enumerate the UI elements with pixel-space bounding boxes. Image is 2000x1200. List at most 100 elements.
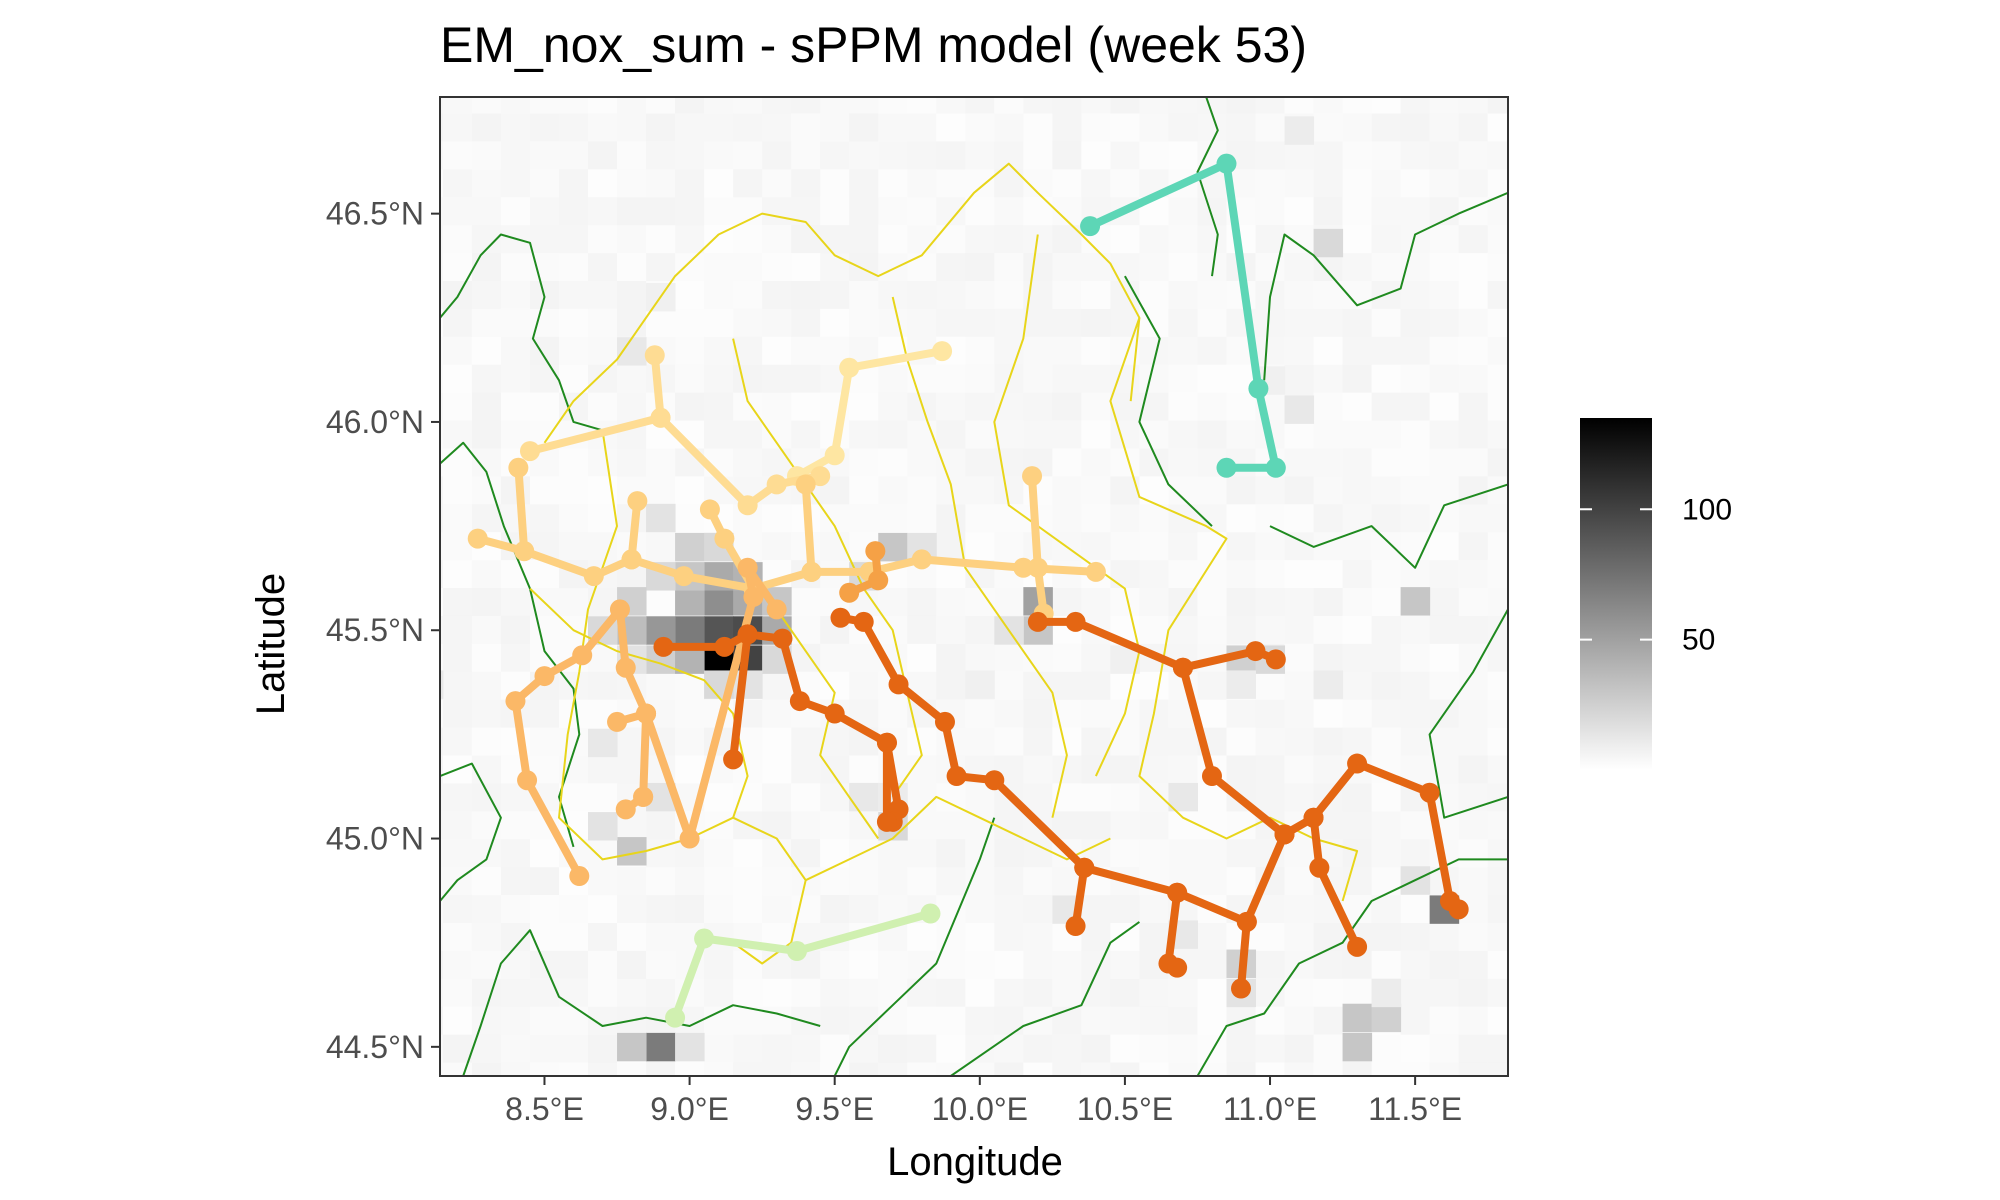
heatmap-base-cell <box>820 140 850 170</box>
heatmap-base-cell <box>1429 168 1460 198</box>
heatmap-base-cell <box>1197 503 1227 533</box>
heatmap-base-cell <box>1400 97 1431 114</box>
heatmap-base-cell <box>965 280 995 309</box>
heatmap-base-cell <box>1168 1034 1198 1063</box>
series-point <box>934 711 955 732</box>
heatmap-base-cell <box>994 475 1024 505</box>
heatmap-base-cell <box>1197 1034 1227 1063</box>
heatmap-base-cell <box>1400 475 1431 505</box>
heatmap-base-cell <box>1168 140 1198 170</box>
heatmap-base-cell <box>1458 224 1489 254</box>
heatmap-base-cell <box>440 615 444 644</box>
heatmap-base-cell <box>965 113 995 142</box>
heatmap-cell <box>588 728 618 758</box>
heatmap-base-cell <box>1110 224 1140 254</box>
heatmap-base-cell <box>1255 97 1286 114</box>
heatmap-base-cell <box>1023 782 1053 812</box>
heatmap-base-cell <box>704 1062 734 1076</box>
heatmap-base-cell <box>820 280 850 309</box>
heatmap-base-cell <box>1110 1006 1140 1035</box>
heatmap-base-cell <box>646 922 676 951</box>
heatmap-base-cell <box>1458 866 1489 896</box>
heatmap-base-cell <box>1371 336 1402 365</box>
heatmap-base-cell <box>471 671 502 700</box>
heatmap-base-cell <box>733 838 763 868</box>
heatmap-base-cell <box>1081 755 1111 784</box>
series-point <box>1027 557 1048 578</box>
heatmap-base-cell <box>675 308 705 337</box>
heatmap-base-cell <box>675 699 705 728</box>
heatmap-base-cell <box>558 140 589 170</box>
heatmap-base-cell <box>1255 978 1286 1007</box>
heatmap-base-cell <box>617 364 647 393</box>
heatmap-base-cell <box>704 950 734 979</box>
heatmap-base-cell <box>1052 392 1082 421</box>
y-tick-label: 45.0°N <box>326 821 424 857</box>
heatmap-base-cell <box>558 1062 589 1076</box>
heatmap-base-cell <box>1023 420 1053 449</box>
heatmap-base-cell <box>529 392 560 421</box>
heatmap-base-cell <box>994 950 1024 979</box>
heatmap-base-cell <box>936 866 966 896</box>
heatmap-base-cell <box>733 252 763 282</box>
y-tick-label: 46.5°N <box>326 196 424 232</box>
heatmap-base-cell <box>1197 1062 1227 1076</box>
heatmap-base-cell <box>1342 336 1373 365</box>
heatmap-base-cell <box>1313 559 1344 589</box>
heatmap-base-cell <box>1023 252 1053 282</box>
heatmap-base-cell <box>588 503 618 533</box>
heatmap-base-cell <box>994 699 1024 728</box>
series-point <box>1167 957 1188 978</box>
heatmap-base-cell <box>646 196 676 226</box>
heatmap-base-cell <box>1371 168 1402 198</box>
heatmap-base-cell <box>762 671 792 700</box>
heatmap-base-cell <box>1429 392 1460 421</box>
heatmap-base-cell <box>1313 140 1344 170</box>
heatmap-base-cell <box>1052 727 1082 756</box>
heatmap-base-cell <box>675 252 705 282</box>
heatmap-base-cell <box>704 1034 734 1063</box>
heatmap-base-cell <box>1023 894 1053 923</box>
heatmap-base-cell <box>936 894 966 923</box>
heatmap-base-cell <box>1429 364 1460 393</box>
heatmap-base-cell <box>646 950 676 979</box>
heatmap-base-cell <box>646 810 676 840</box>
heatmap-base-cell <box>849 894 879 923</box>
heatmap-base-cell <box>1313 392 1344 421</box>
heatmap-base-cell <box>675 224 705 254</box>
heatmap-base-cell <box>1052 336 1082 365</box>
series-point <box>1265 457 1286 478</box>
heatmap-base-cell <box>558 978 589 1007</box>
heatmap-base-cell <box>965 97 995 114</box>
heatmap-base-cell <box>994 978 1024 1007</box>
heatmap-base-cell <box>1429 950 1460 979</box>
heatmap-base-cell <box>907 1006 937 1035</box>
heatmap-base-cell <box>1313 1062 1344 1076</box>
heatmap-base-cell <box>994 1062 1024 1076</box>
heatmap-base-cell <box>646 587 676 616</box>
heatmap-base-cell <box>440 140 444 170</box>
heatmap-base-cell <box>529 140 560 170</box>
heatmap-base-cell <box>1139 392 1169 421</box>
heatmap-base-cell <box>1342 531 1373 561</box>
heatmap-base-cell <box>500 1062 531 1076</box>
heatmap-base-cell <box>617 447 647 477</box>
heatmap-base-cell <box>762 308 792 337</box>
heatmap-base-cell <box>1400 838 1431 868</box>
heatmap-base-cell <box>733 1034 763 1063</box>
heatmap-base-cell <box>965 922 995 951</box>
heatmap-base-cell <box>471 336 502 365</box>
heatmap-base-cell <box>1139 97 1169 114</box>
colorbar-ticks: 50 100 <box>1580 493 1732 657</box>
heatmap-base-cell <box>907 168 937 198</box>
heatmap-base-cell <box>1168 196 1198 226</box>
series-point <box>665 1007 686 1028</box>
heatmap-base-cell <box>994 420 1024 449</box>
heatmap-base-cell <box>442 252 473 282</box>
heatmap-base-cell <box>1255 587 1286 616</box>
heatmap-base-cell <box>1052 503 1082 533</box>
heatmap-base-cell <box>471 97 502 114</box>
heatmap-base-cell <box>442 447 473 477</box>
heatmap-base-cell <box>440 838 444 868</box>
heatmap-cell <box>1313 670 1344 699</box>
